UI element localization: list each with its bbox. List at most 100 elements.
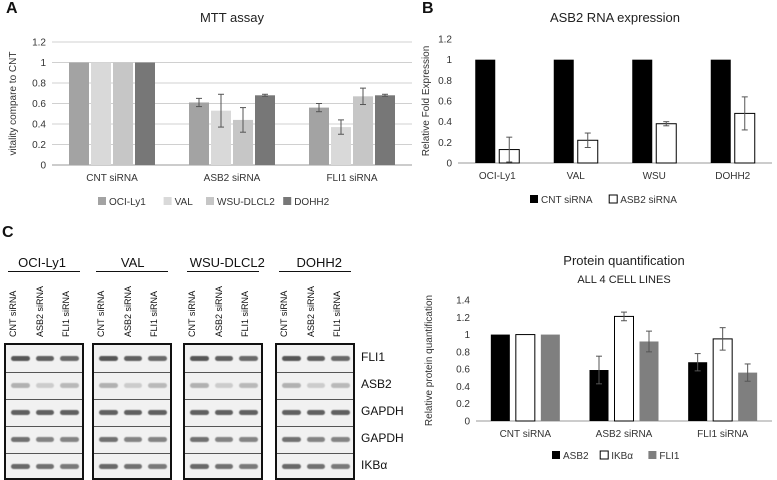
protein-band [306,464,326,469]
legend-swatch [552,451,560,459]
x-tick-label: ASB2 siRNA [204,173,261,184]
blot-row-divider [6,372,82,373]
protein-band [282,356,301,361]
x-tick-label: FLI1 siRNA [697,429,748,440]
x-tick-label: CNT siRNA [500,429,552,440]
protein-band [60,437,79,442]
y-axis-label: Relative Fold Expression [421,46,432,157]
blot-image [4,343,84,480]
legend-swatch [608,194,618,204]
protein-band [306,437,326,442]
lane-label: ASB2 siRNA [213,285,224,337]
legend-label: FLI1 [659,451,679,462]
protein-label: GAPDH [361,431,404,445]
blot-row-divider [6,453,82,454]
protein-band [306,383,326,388]
lane-label: ASB2 siRNA [122,285,133,337]
protein-band [35,383,55,388]
y-axis-label: Relative protein quantification [424,295,435,426]
lane-label: ASB2 siRNA [34,285,45,337]
y-tick-label: 0 [446,159,452,170]
protein-band [148,356,167,361]
protein-band [190,437,209,442]
protein-band [148,383,167,388]
bar [189,102,209,165]
panel-label-b: B [422,0,434,17]
mtt-assay-chart: MTT assay 0 0.2 0.4 0.6 0.8 1 1.2 vitality compa… [8,10,412,208]
legend-label: CNT siRNA [541,195,593,206]
y-tick-label: 0.4 [438,117,452,128]
protein-band [239,437,258,442]
lane-label: ASB2 siRNA [305,285,316,337]
protein-band [214,410,234,415]
protein-band [190,383,209,388]
blot-row-divider [94,372,170,373]
protein-band [11,410,30,415]
x-tick-label: FLI1 siRNA [326,173,377,184]
title-underline [279,271,351,272]
protein-band [148,410,167,415]
x-tick-label: CNT siRNA [86,173,138,184]
protein-band [11,383,30,388]
blot-row-divider [185,426,261,427]
protein-band [99,464,118,469]
legend-swatch [98,197,106,205]
bar [233,119,253,165]
blot-row-divider [277,399,353,400]
legend-swatch [599,450,609,460]
protein-band [11,464,30,469]
chart-title: Protein quantification [563,253,684,268]
protein-quantification-chart: Protein quantification ALL 4 CELL LINES 0 0… [424,253,772,462]
title-underline [8,271,80,272]
protein-band [123,383,143,388]
blot-row-divider [277,372,353,373]
protein-band [99,356,118,361]
panel-label-a: A [6,0,18,17]
protein-band [331,410,350,415]
x-tick-label: WSU [643,171,666,182]
protein-label: GAPDH [361,404,404,418]
protein-band [190,410,209,415]
bar [688,362,708,421]
bar [113,62,133,165]
bar [738,372,758,421]
y-tick-label: 0.8 [438,76,452,87]
protein-band [331,356,350,361]
bar [353,96,373,165]
bar [589,370,609,421]
chart-title: ASB2 RNA expression [550,10,680,25]
y-tick-label: 1.2 [438,35,452,46]
y-tick-label: 1.2 [32,38,46,49]
protein-band [123,464,143,469]
bar [614,315,634,422]
blot-row-divider [277,453,353,454]
legend-label: ASB2 siRNA [620,195,677,206]
bar [712,338,733,422]
y-tick-label: 1.2 [456,313,470,324]
protein-band [239,410,258,415]
legend-label: VAL [175,197,194,208]
y-tick-label: 0.4 [32,120,46,131]
x-tick-label: VAL [567,171,586,182]
protein-band [35,437,55,442]
protein-band [148,437,167,442]
y-axis-label: vitality compare to CNT [8,52,19,156]
blot-image [92,343,172,480]
bar [69,62,89,165]
blot-row-divider [94,426,170,427]
title-underline [96,271,168,272]
protein-band [306,410,326,415]
bar [639,341,659,421]
protein-band [214,437,234,442]
x-tick-label: ASB2 siRNA [596,429,653,440]
asb2-rna-expression-chart: ASB2 RNA expression 0 0.2 0.4 0.6 0.8 1 1.2 Rela… [421,10,772,206]
protein-band [306,356,326,361]
lane-label: CNT siRNA [187,290,197,337]
protein-band [282,437,301,442]
y-tick-label: 0.2 [32,140,46,151]
protein-band [239,356,258,361]
bar [515,334,536,422]
x-tick-label: DOHH2 [715,171,750,182]
blot-row-divider [277,426,353,427]
cell-line-title: DOHH2 [296,255,343,270]
